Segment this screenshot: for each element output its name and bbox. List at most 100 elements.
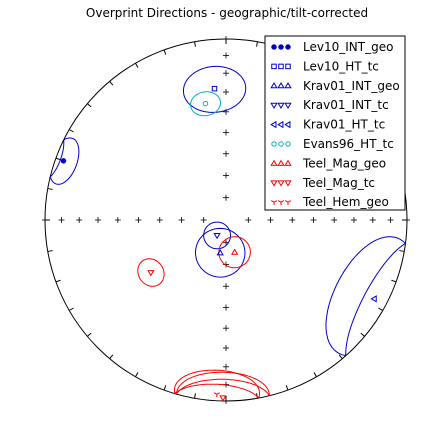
legend-marker [284, 120, 291, 129]
legend-label: Teel_Hem_geo [302, 195, 389, 209]
legend-label: Krav01_INT_geo [303, 79, 400, 93]
axis-cross [178, 217, 185, 223]
axis-cross [200, 217, 207, 223]
legend-label: Krav01_INT_tc [303, 98, 389, 112]
data-point [370, 295, 377, 303]
axis-cross [267, 217, 274, 223]
tri-arm [216, 392, 220, 395]
axis-cross [310, 217, 317, 223]
data-point [60, 158, 67, 164]
legend-entry: Evans96_HT_tc [271, 137, 394, 151]
perimeter-tick [378, 307, 384, 311]
legend-marker [277, 200, 285, 205]
data-point [213, 392, 220, 398]
legend-entry: Krav01_INT_geo [270, 79, 400, 93]
legend-label: Evans96_HT_tc [303, 137, 394, 151]
axis-cross [76, 217, 83, 223]
legend-entry: Teel_Hem_geo [270, 195, 389, 209]
axis-cross [223, 283, 229, 290]
legend-label: Lev10_INT_geo [303, 40, 393, 54]
data-point [211, 85, 218, 92]
legend-marker [284, 200, 292, 205]
perimeter-tick [109, 81, 114, 86]
perimeter-tick [68, 129, 74, 133]
axis-crosses [42, 36, 410, 404]
axis-cross [223, 194, 229, 201]
perimeter-tick [285, 385, 289, 391]
perimeter-tick [135, 372, 139, 378]
a95-ellipse [190, 91, 221, 117]
legend-label: Krav01_HT_tc [303, 118, 385, 132]
axis-cross [95, 217, 102, 223]
legend-entry: Lev10_HT_tc [271, 59, 379, 73]
legend-marker [285, 141, 291, 147]
legend-marker [285, 44, 291, 50]
axis-cross [223, 344, 229, 351]
legend-label: Lev10_HT_tc [303, 59, 379, 73]
axis-cross [404, 217, 410, 223]
perimeter-tick [109, 354, 114, 359]
legend-entry: Teel_Mag_geo [270, 156, 386, 170]
legend-entry: Krav01_HT_tc [270, 118, 385, 132]
axis-cross [331, 217, 338, 223]
a95-ellipse [325, 236, 407, 357]
legend-marker [270, 120, 277, 129]
legend-marker [277, 102, 285, 109]
data-point [147, 270, 155, 277]
data-point [213, 233, 221, 240]
axis-cross [223, 150, 229, 157]
data-point [219, 395, 227, 402]
perimeter-tick [87, 103, 92, 108]
axis-cross [223, 325, 229, 332]
tri-arm [284, 200, 289, 203]
axis-cross [223, 172, 229, 179]
data-point [202, 100, 209, 107]
legend-marker [278, 141, 284, 147]
axis-cross [369, 217, 376, 223]
axis-cross [223, 36, 229, 42]
legend-label: Teel_Mag_tc [302, 176, 375, 190]
axis-cross [223, 52, 229, 59]
legend-entry: Krav01_INT_tc [270, 98, 389, 112]
legend-marker [277, 82, 285, 89]
axis-cross [58, 217, 65, 223]
legend-marker [271, 141, 277, 147]
data-point [230, 248, 239, 255]
perimeter-tick [163, 385, 167, 391]
perimeter-tick [47, 188, 53, 190]
legend-marker [277, 180, 285, 187]
axis-cross [223, 129, 229, 136]
perimeter-tick [163, 49, 167, 55]
legend-marker [284, 159, 292, 166]
a95-ellipse [203, 221, 231, 250]
legend-entry: Lev10_INT_geo [271, 40, 393, 54]
legend-marker [284, 180, 292, 187]
perimeter-tick [68, 307, 74, 311]
a95-ellipse [176, 371, 270, 396]
a95-ellipse [218, 236, 251, 269]
legend-marker [278, 44, 284, 50]
legend-label: Teel_Mag_geo [302, 156, 386, 170]
tri-arm [213, 392, 218, 395]
a95-ellipse [173, 369, 261, 399]
data-points [60, 85, 377, 402]
legend-marker [270, 102, 278, 109]
perimeter-tick [194, 393, 196, 399]
perimeter-tick [399, 250, 405, 252]
tri-arm [277, 200, 282, 203]
tri-arm [280, 200, 285, 203]
axis-cross [387, 217, 394, 223]
perimeter-tick [47, 250, 53, 252]
perimeter-tick [256, 41, 258, 47]
legend-marker [270, 82, 278, 89]
axis-cross [135, 217, 142, 223]
a95-ellipse [183, 65, 247, 113]
perimeter-tick [135, 62, 139, 68]
a95-ellipse [49, 137, 80, 185]
legend-marker [270, 200, 278, 205]
legend-marker [277, 159, 285, 166]
axis-cross [223, 398, 229, 404]
legend-marker [284, 82, 292, 89]
tri-arm [270, 200, 275, 203]
